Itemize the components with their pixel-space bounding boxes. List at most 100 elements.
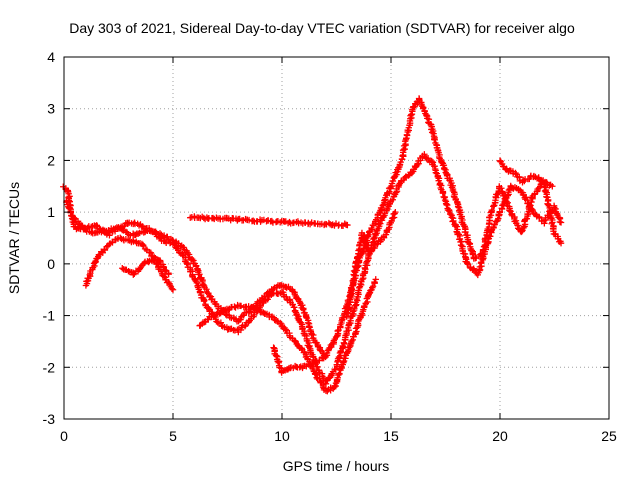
data-point-marker bbox=[196, 271, 203, 278]
data-point-marker bbox=[413, 161, 421, 169]
series-track-7 bbox=[343, 208, 399, 320]
data-point-marker bbox=[347, 340, 354, 348]
data-point-marker bbox=[408, 111, 415, 118]
data-point-marker bbox=[340, 339, 348, 346]
data-point-marker bbox=[363, 258, 371, 265]
data-point-marker bbox=[352, 258, 360, 265]
y-tick-label: -3 bbox=[43, 411, 56, 427]
data-point-marker bbox=[458, 242, 465, 249]
data-point-marker bbox=[441, 165, 448, 173]
data-point-marker bbox=[88, 223, 95, 231]
data-point-marker bbox=[405, 172, 412, 179]
data-point-marker bbox=[369, 284, 376, 291]
data-point-marker bbox=[428, 129, 436, 136]
data-point-marker bbox=[432, 169, 440, 176]
data-point-marker bbox=[403, 135, 410, 142]
data-point-marker bbox=[372, 276, 379, 283]
x-tick-label: 25 bbox=[601, 428, 617, 444]
data-point-marker bbox=[171, 241, 178, 248]
data-point-marker bbox=[428, 157, 435, 165]
data-point-marker bbox=[67, 209, 74, 216]
data-point-marker bbox=[447, 210, 454, 218]
data-point-marker bbox=[449, 187, 457, 195]
data-point-marker bbox=[237, 302, 245, 310]
data-point-marker bbox=[119, 265, 126, 272]
data-point-marker bbox=[222, 311, 230, 318]
series-track-4 bbox=[119, 254, 172, 278]
data-point-marker bbox=[237, 316, 244, 323]
x-axis-label: GPS time / hours bbox=[283, 458, 390, 474]
data-point-marker bbox=[441, 196, 449, 204]
data-point-marker bbox=[322, 380, 330, 388]
data-point-marker bbox=[160, 273, 168, 280]
data-point-marker bbox=[448, 214, 455, 221]
y-tick-label: 1 bbox=[47, 204, 55, 220]
data-point-marker bbox=[335, 353, 343, 361]
data-point-marker bbox=[135, 222, 143, 229]
data-point-marker bbox=[366, 229, 373, 236]
data-point-marker bbox=[165, 271, 172, 278]
data-point-marker bbox=[217, 319, 225, 326]
data-point-marker bbox=[130, 271, 137, 278]
data-point-marker bbox=[490, 203, 497, 210]
data-point-marker bbox=[371, 244, 378, 252]
data-point-marker bbox=[464, 260, 471, 267]
data-point-marker bbox=[488, 206, 496, 214]
data-point-marker bbox=[300, 306, 307, 313]
data-points bbox=[60, 95, 565, 395]
data-point-marker bbox=[389, 177, 396, 185]
y-tick-label: 3 bbox=[47, 101, 55, 117]
y-tick-label: -1 bbox=[43, 308, 56, 324]
data-point-marker bbox=[462, 228, 469, 236]
data-point-marker bbox=[257, 218, 264, 225]
data-point-marker bbox=[446, 207, 453, 215]
data-point-marker bbox=[313, 374, 320, 381]
data-point-marker bbox=[291, 304, 298, 311]
data-point-marker bbox=[322, 353, 329, 361]
data-point-marker bbox=[348, 337, 355, 345]
y-tick-label: 0 bbox=[47, 256, 55, 272]
data-point-marker bbox=[512, 169, 519, 177]
data-point-marker bbox=[544, 201, 552, 208]
data-point-marker bbox=[334, 327, 342, 335]
series-track-1 bbox=[60, 95, 565, 360]
data-point-marker bbox=[188, 255, 196, 263]
y-axis-label: SDTVAR / TECUs bbox=[6, 182, 22, 294]
data-point-marker bbox=[369, 283, 377, 290]
data-point-marker bbox=[431, 136, 438, 144]
x-tick-label: 5 bbox=[169, 428, 177, 444]
data-point-marker bbox=[136, 265, 144, 272]
data-point-marker bbox=[403, 131, 411, 139]
data-point-marker bbox=[450, 217, 457, 225]
data-point-marker bbox=[487, 233, 494, 240]
data-point-marker bbox=[276, 219, 284, 226]
data-point-marker bbox=[389, 196, 396, 203]
data-point-marker bbox=[439, 189, 447, 197]
data-point-marker bbox=[277, 319, 284, 327]
axis-ticks: 0 5 10 15 20 25 -3 -2 -1 0 1 2 3 4 bbox=[43, 49, 617, 444]
data-point-marker bbox=[71, 215, 78, 222]
data-point-marker bbox=[304, 319, 312, 326]
series-track-3 bbox=[82, 234, 177, 293]
data-point-marker bbox=[454, 203, 462, 210]
chart-title: Day 303 of 2021, Sidereal Day-to-day VTE… bbox=[69, 20, 575, 36]
data-point-marker bbox=[387, 184, 394, 191]
data-point-marker bbox=[351, 262, 359, 270]
series-track-6 bbox=[270, 344, 329, 376]
data-point-marker bbox=[353, 254, 361, 261]
x-tick-label: 10 bbox=[274, 428, 290, 444]
data-point-marker bbox=[557, 219, 565, 226]
data-point-marker bbox=[392, 208, 399, 216]
data-point-marker bbox=[225, 306, 232, 314]
y-tick-label: -2 bbox=[43, 359, 56, 375]
data-point-marker bbox=[296, 364, 303, 371]
x-tick-label: 0 bbox=[60, 428, 68, 444]
data-point-marker bbox=[421, 151, 428, 158]
plot-frame bbox=[63, 56, 610, 420]
data-point-marker bbox=[546, 182, 553, 189]
data-point-marker bbox=[344, 221, 351, 229]
series-track-2 bbox=[63, 151, 565, 388]
data-point-marker bbox=[549, 183, 556, 190]
data-point-marker bbox=[401, 138, 409, 145]
